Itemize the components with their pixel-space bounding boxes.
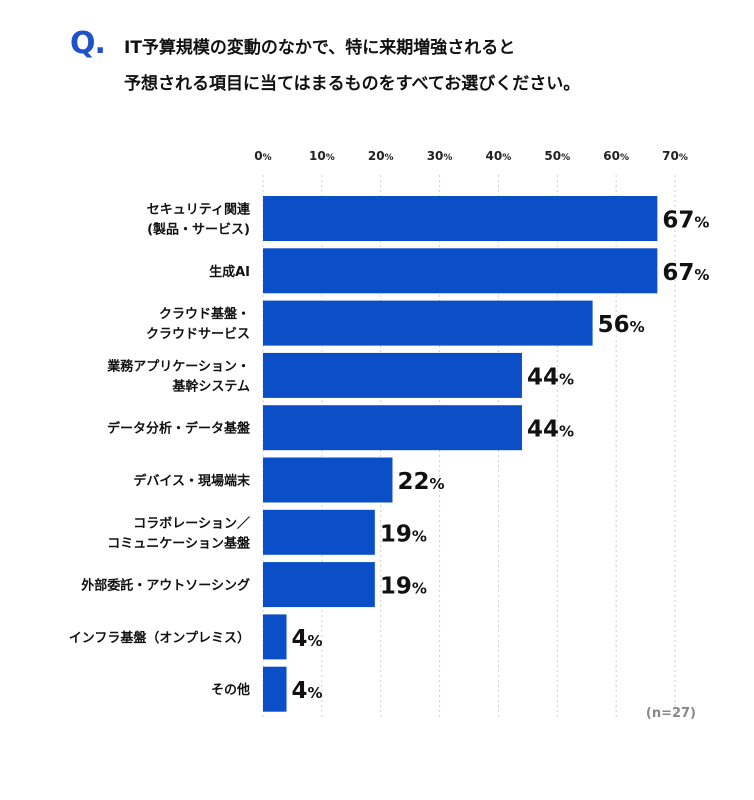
bar <box>263 614 287 660</box>
category-label: データ分析・データ基盤 <box>107 421 251 437</box>
value-label: 44% <box>527 364 574 390</box>
x-tick-label: 60% <box>603 149 629 163</box>
x-tick-label: 40% <box>486 149 512 163</box>
category-label: インフラ基盤（オンプレミス） <box>69 630 250 646</box>
category-label: 業務アプリケーション・ <box>106 358 250 374</box>
category-label: 基幹システム <box>171 378 250 394</box>
sample-size-note: (n=27) <box>645 706 696 721</box>
value-label: 56% <box>598 312 645 338</box>
category-label: コラボレーション／ <box>133 515 250 531</box>
x-tick-label: 70% <box>662 149 688 163</box>
bar <box>263 405 522 451</box>
x-tick-label: 0% <box>254 149 271 163</box>
bar <box>263 562 375 608</box>
question-line-1: IT予算規模の変動のなかで、特に来期増強されると <box>124 38 516 58</box>
question-text: IT予算規模の変動のなかで、特に来期増強されると 予想される項目に当てはまるもの… <box>124 30 580 102</box>
value-label: 22% <box>397 469 444 495</box>
bar <box>263 352 522 398</box>
value-label: 67% <box>662 260 709 286</box>
value-label: 4% <box>292 678 323 704</box>
question-mark: Q. <box>70 26 106 61</box>
value-label: 19% <box>380 521 427 547</box>
bar <box>263 300 593 346</box>
category-label: その他 <box>211 682 250 698</box>
bar <box>263 196 658 241</box>
value-label: 44% <box>527 417 574 443</box>
x-tick-label: 30% <box>427 149 453 163</box>
bar <box>263 666 287 712</box>
category-label: コミュニケーション基盤 <box>107 535 251 551</box>
x-tick-label: 20% <box>368 149 394 163</box>
category-label: (製品・サービス) <box>147 222 250 238</box>
x-tick-label: 50% <box>544 149 570 163</box>
value-label: 19% <box>380 574 427 600</box>
bar <box>263 509 375 555</box>
bar <box>263 457 393 503</box>
x-tick-label: 10% <box>309 149 335 163</box>
category-label: デバイス・現場端末 <box>133 473 251 489</box>
category-label: 生成AI <box>209 264 250 280</box>
category-label: セキュリティ関連 <box>147 202 251 218</box>
category-label: 外部委託・アウトソーシング <box>80 578 250 594</box>
category-label: クラウドサービス <box>146 326 250 342</box>
question-line-2: 予想される項目に当てはまるものをすべてお選びください。 <box>124 74 581 94</box>
value-label: 67% <box>662 208 709 234</box>
bar <box>263 248 658 294</box>
value-label: 4% <box>292 626 323 652</box>
category-label: クラウド基盤・ <box>159 306 250 322</box>
